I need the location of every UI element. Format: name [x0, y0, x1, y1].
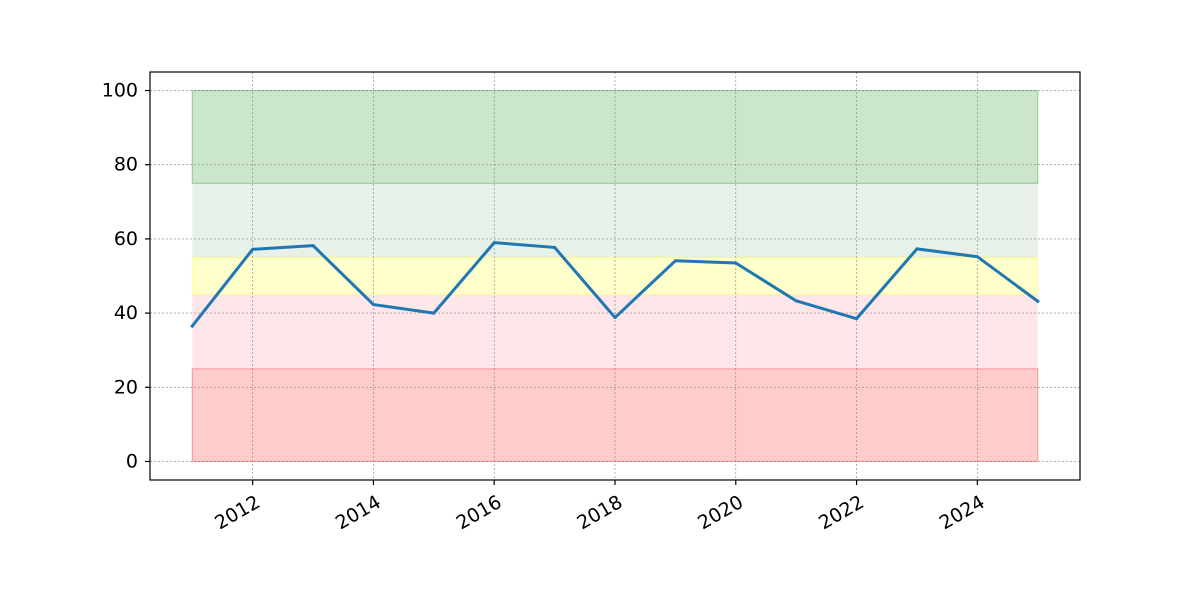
- data-point: [1036, 299, 1040, 303]
- data-point: [371, 303, 375, 307]
- data-point: [915, 247, 919, 251]
- y-tick-label: 60: [114, 228, 138, 250]
- data-point: [613, 316, 617, 320]
- y-tick-label: 20: [114, 376, 138, 398]
- band-0: [191, 368, 1039, 463]
- y-tick-label: 80: [114, 154, 138, 176]
- data-point: [673, 259, 677, 263]
- series-layer: [190, 241, 1040, 329]
- y-tick-label: 100: [102, 80, 138, 102]
- data-point: [975, 255, 979, 259]
- data-point: [855, 317, 859, 321]
- data-point: [734, 261, 738, 265]
- y-tick-label: 40: [114, 302, 138, 324]
- data-point: [553, 245, 557, 249]
- data-point: [432, 311, 436, 315]
- data-point: [311, 244, 315, 248]
- data-point: [190, 324, 194, 328]
- data-point: [794, 299, 798, 303]
- grid: [150, 72, 1080, 480]
- data-point: [492, 241, 496, 245]
- y-tick-label: 0: [126, 450, 138, 472]
- data-point: [251, 247, 255, 251]
- y-axis-ticks: 0 20 40 60 80 100: [102, 80, 150, 472]
